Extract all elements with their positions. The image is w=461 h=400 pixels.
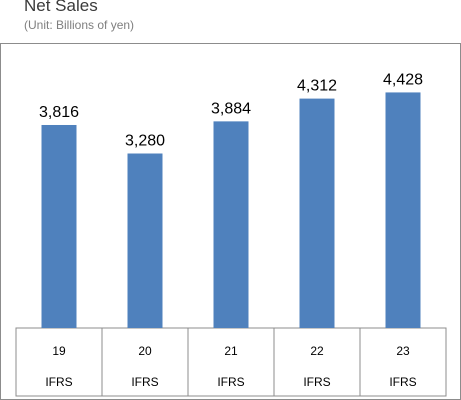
bar [213,121,249,328]
category-sublabel: IFRS [131,375,158,389]
chart-title: Net Sales [24,0,98,15]
category-tick-label: 20 [138,344,152,358]
category-tick-label: 21 [224,344,238,358]
data-label: 3,816 [39,104,79,121]
chart-subtitle: (Unit: Billions of yen) [24,18,135,32]
category-tick-label: 19 [52,344,66,358]
data-label: 4,312 [297,78,337,95]
bar [41,124,77,328]
bar [127,153,163,328]
bar [299,98,335,329]
category-sublabel: IFRS [303,375,330,389]
category-sublabel: IFRS [217,375,244,389]
bar [385,92,421,329]
category-sublabel: IFRS [389,375,416,389]
data-label: 4,428 [383,71,423,88]
category-tick-label: 23 [396,344,410,358]
data-label: 3,884 [211,100,251,117]
data-label: 3,280 [125,133,165,150]
category-sublabel: IFRS [45,375,72,389]
category-tick-label: 22 [310,344,324,358]
